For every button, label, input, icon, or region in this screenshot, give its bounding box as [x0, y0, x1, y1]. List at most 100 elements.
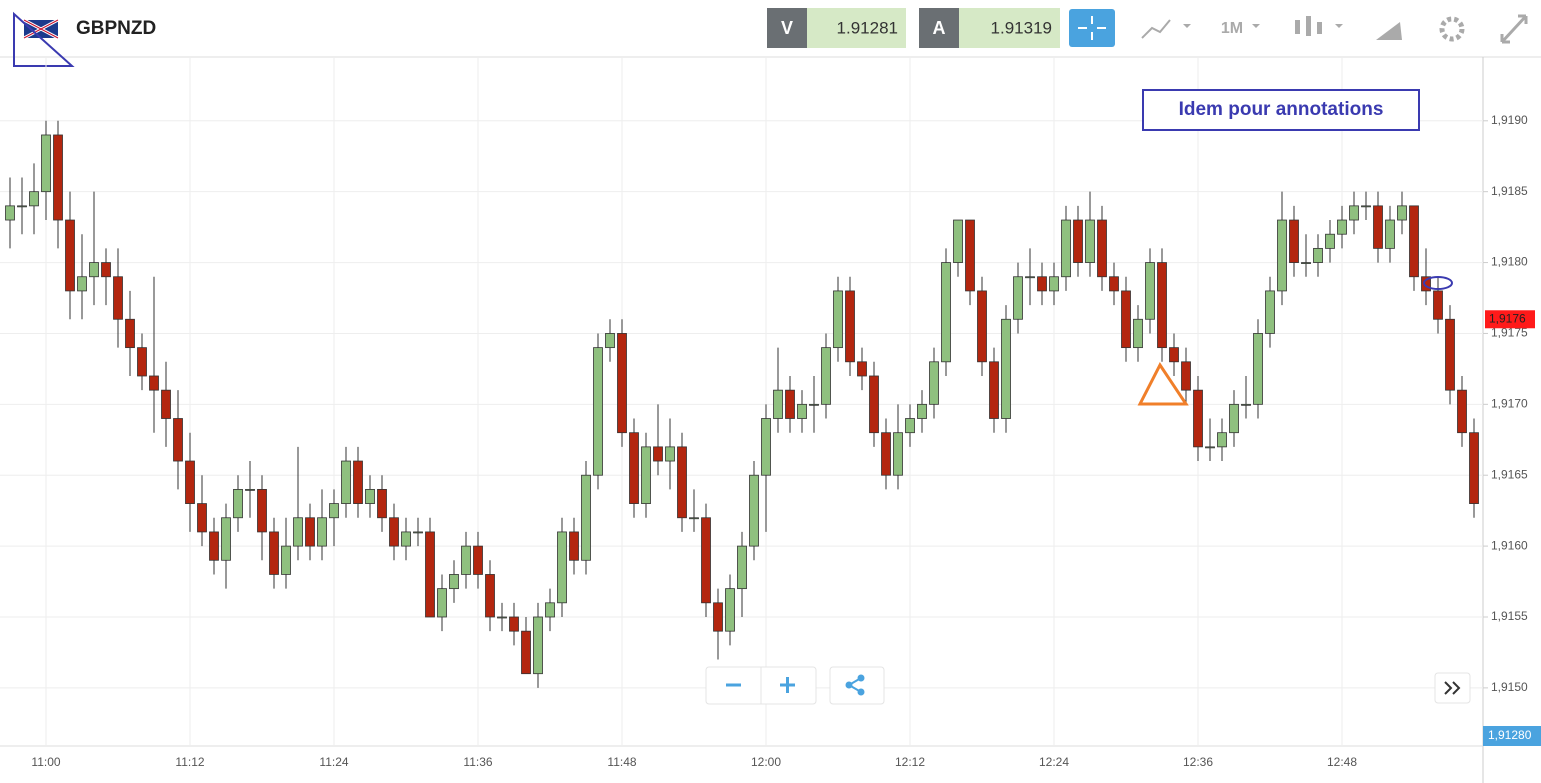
- candle-body: [1433, 290, 1443, 320]
- candle-body: [1241, 403, 1251, 406]
- drawing-triangle: [13, 11, 75, 67]
- ask-tag: [919, 8, 959, 48]
- ask-price: 1.91319: [991, 18, 1052, 37]
- candle-body: [1061, 219, 1071, 278]
- candle-body: [713, 602, 723, 632]
- candle-body: [305, 517, 315, 547]
- x-tick-label: 11:48: [607, 755, 636, 769]
- candle-body: [473, 545, 483, 575]
- flag: [23, 18, 59, 40]
- candle-body: [317, 517, 327, 547]
- last-price-label: 1,9176: [1489, 311, 1526, 325]
- x-tick-label: 11:24: [319, 755, 348, 769]
- settings-button[interactable]: [1439, 16, 1465, 42]
- zoom-in[interactable]: [780, 677, 795, 693]
- candle-body: [701, 517, 711, 604]
- scroll-right-button[interactable]: [1434, 672, 1471, 704]
- candle-body: [353, 460, 363, 504]
- y-tick-label: 1,9190: [1491, 113, 1528, 127]
- candle-body: [449, 574, 459, 590]
- candle-body: [1229, 403, 1239, 434]
- chart-type-button[interactable]: [1295, 16, 1343, 36]
- candle-body: [1313, 247, 1323, 263]
- candle-body: [845, 290, 855, 363]
- candle-body: [485, 574, 495, 618]
- candle-body: [185, 460, 195, 504]
- candle-body: [953, 219, 963, 263]
- candle-body: [65, 219, 75, 292]
- candle-body: [137, 347, 147, 377]
- cursor-price-badge: [1483, 726, 1541, 746]
- ask-box[interactable]: [959, 8, 1060, 48]
- y-tick-label: 1,9165: [1491, 467, 1528, 481]
- x-tick-label: 12:48: [1327, 755, 1357, 769]
- candle-body: [1121, 290, 1131, 349]
- candle-body: [869, 375, 879, 434]
- candle-body: [425, 531, 435, 618]
- annotation-box: [1142, 89, 1420, 131]
- x-tick-label: 11:00: [31, 755, 60, 769]
- zoom-controls: [705, 666, 885, 705]
- candle-body: [989, 361, 999, 419]
- candle-body: [257, 488, 267, 533]
- candle-body: [509, 616, 519, 632]
- ask-label: A: [933, 18, 946, 38]
- candle-body: [677, 446, 687, 519]
- candle-body: [377, 488, 387, 519]
- candle-body: [329, 503, 339, 519]
- candle-body: [1049, 276, 1059, 292]
- timeframe[interactable]: 1M: [1221, 20, 1243, 37]
- candle-body: [569, 531, 579, 561]
- x-tick-label: 12:36: [1183, 755, 1213, 769]
- draw-button[interactable]: [1376, 22, 1402, 40]
- crosshair-button[interactable]: [1069, 9, 1115, 47]
- candle-body: [461, 545, 471, 575]
- candle-body: [1301, 262, 1311, 264]
- candle-body: [173, 418, 183, 462]
- candle-body: [593, 347, 603, 476]
- y-tick-label: 1,9180: [1491, 255, 1528, 269]
- candle-body: [233, 488, 243, 519]
- candle-body: [1025, 276, 1035, 279]
- candle-body: [269, 531, 279, 575]
- cursor-price-label: 1,91280: [1488, 728, 1532, 742]
- share-button[interactable]: [845, 674, 865, 696]
- candle-body: [977, 290, 987, 363]
- candle-body: [89, 262, 99, 278]
- candle-body: [965, 219, 975, 292]
- candle-body: [41, 134, 51, 193]
- candle-body: [1037, 276, 1047, 292]
- candle-body: [773, 389, 783, 419]
- bid-box[interactable]: [807, 8, 906, 48]
- indicator-button[interactable]: [1141, 19, 1191, 39]
- y-tick-label: 1,9155: [1491, 609, 1528, 623]
- y-tick-label: 1,9185: [1491, 184, 1528, 198]
- candle-body: [293, 517, 303, 547]
- candle-body: [1109, 276, 1119, 292]
- y-tick-label: 1,9175: [1491, 326, 1528, 340]
- candle-body: [1193, 389, 1203, 448]
- candle-body: [917, 403, 927, 419]
- candle-body: [1349, 205, 1359, 221]
- x-tick-label: 11:36: [463, 755, 492, 769]
- candle-body: [905, 418, 915, 434]
- candle-body: [557, 531, 567, 604]
- candle-body: [1457, 389, 1467, 434]
- fullscreen-button[interactable]: [1500, 14, 1528, 44]
- candle-body: [833, 290, 843, 349]
- candle-body: [1385, 219, 1395, 249]
- candle-body: [413, 531, 423, 534]
- candle-body: [401, 531, 411, 547]
- candle-body: [77, 276, 87, 292]
- candle-body: [797, 403, 807, 419]
- candle-body: [29, 191, 39, 207]
- candle-body: [221, 517, 231, 561]
- bid-tag: [767, 8, 807, 48]
- candle-body: [1445, 318, 1455, 391]
- candle-body: [785, 389, 795, 419]
- x-tick-label: 12:12: [895, 755, 925, 769]
- candle-body: [53, 134, 63, 221]
- candle-body: [1253, 333, 1263, 405]
- candle-body: [1373, 205, 1383, 249]
